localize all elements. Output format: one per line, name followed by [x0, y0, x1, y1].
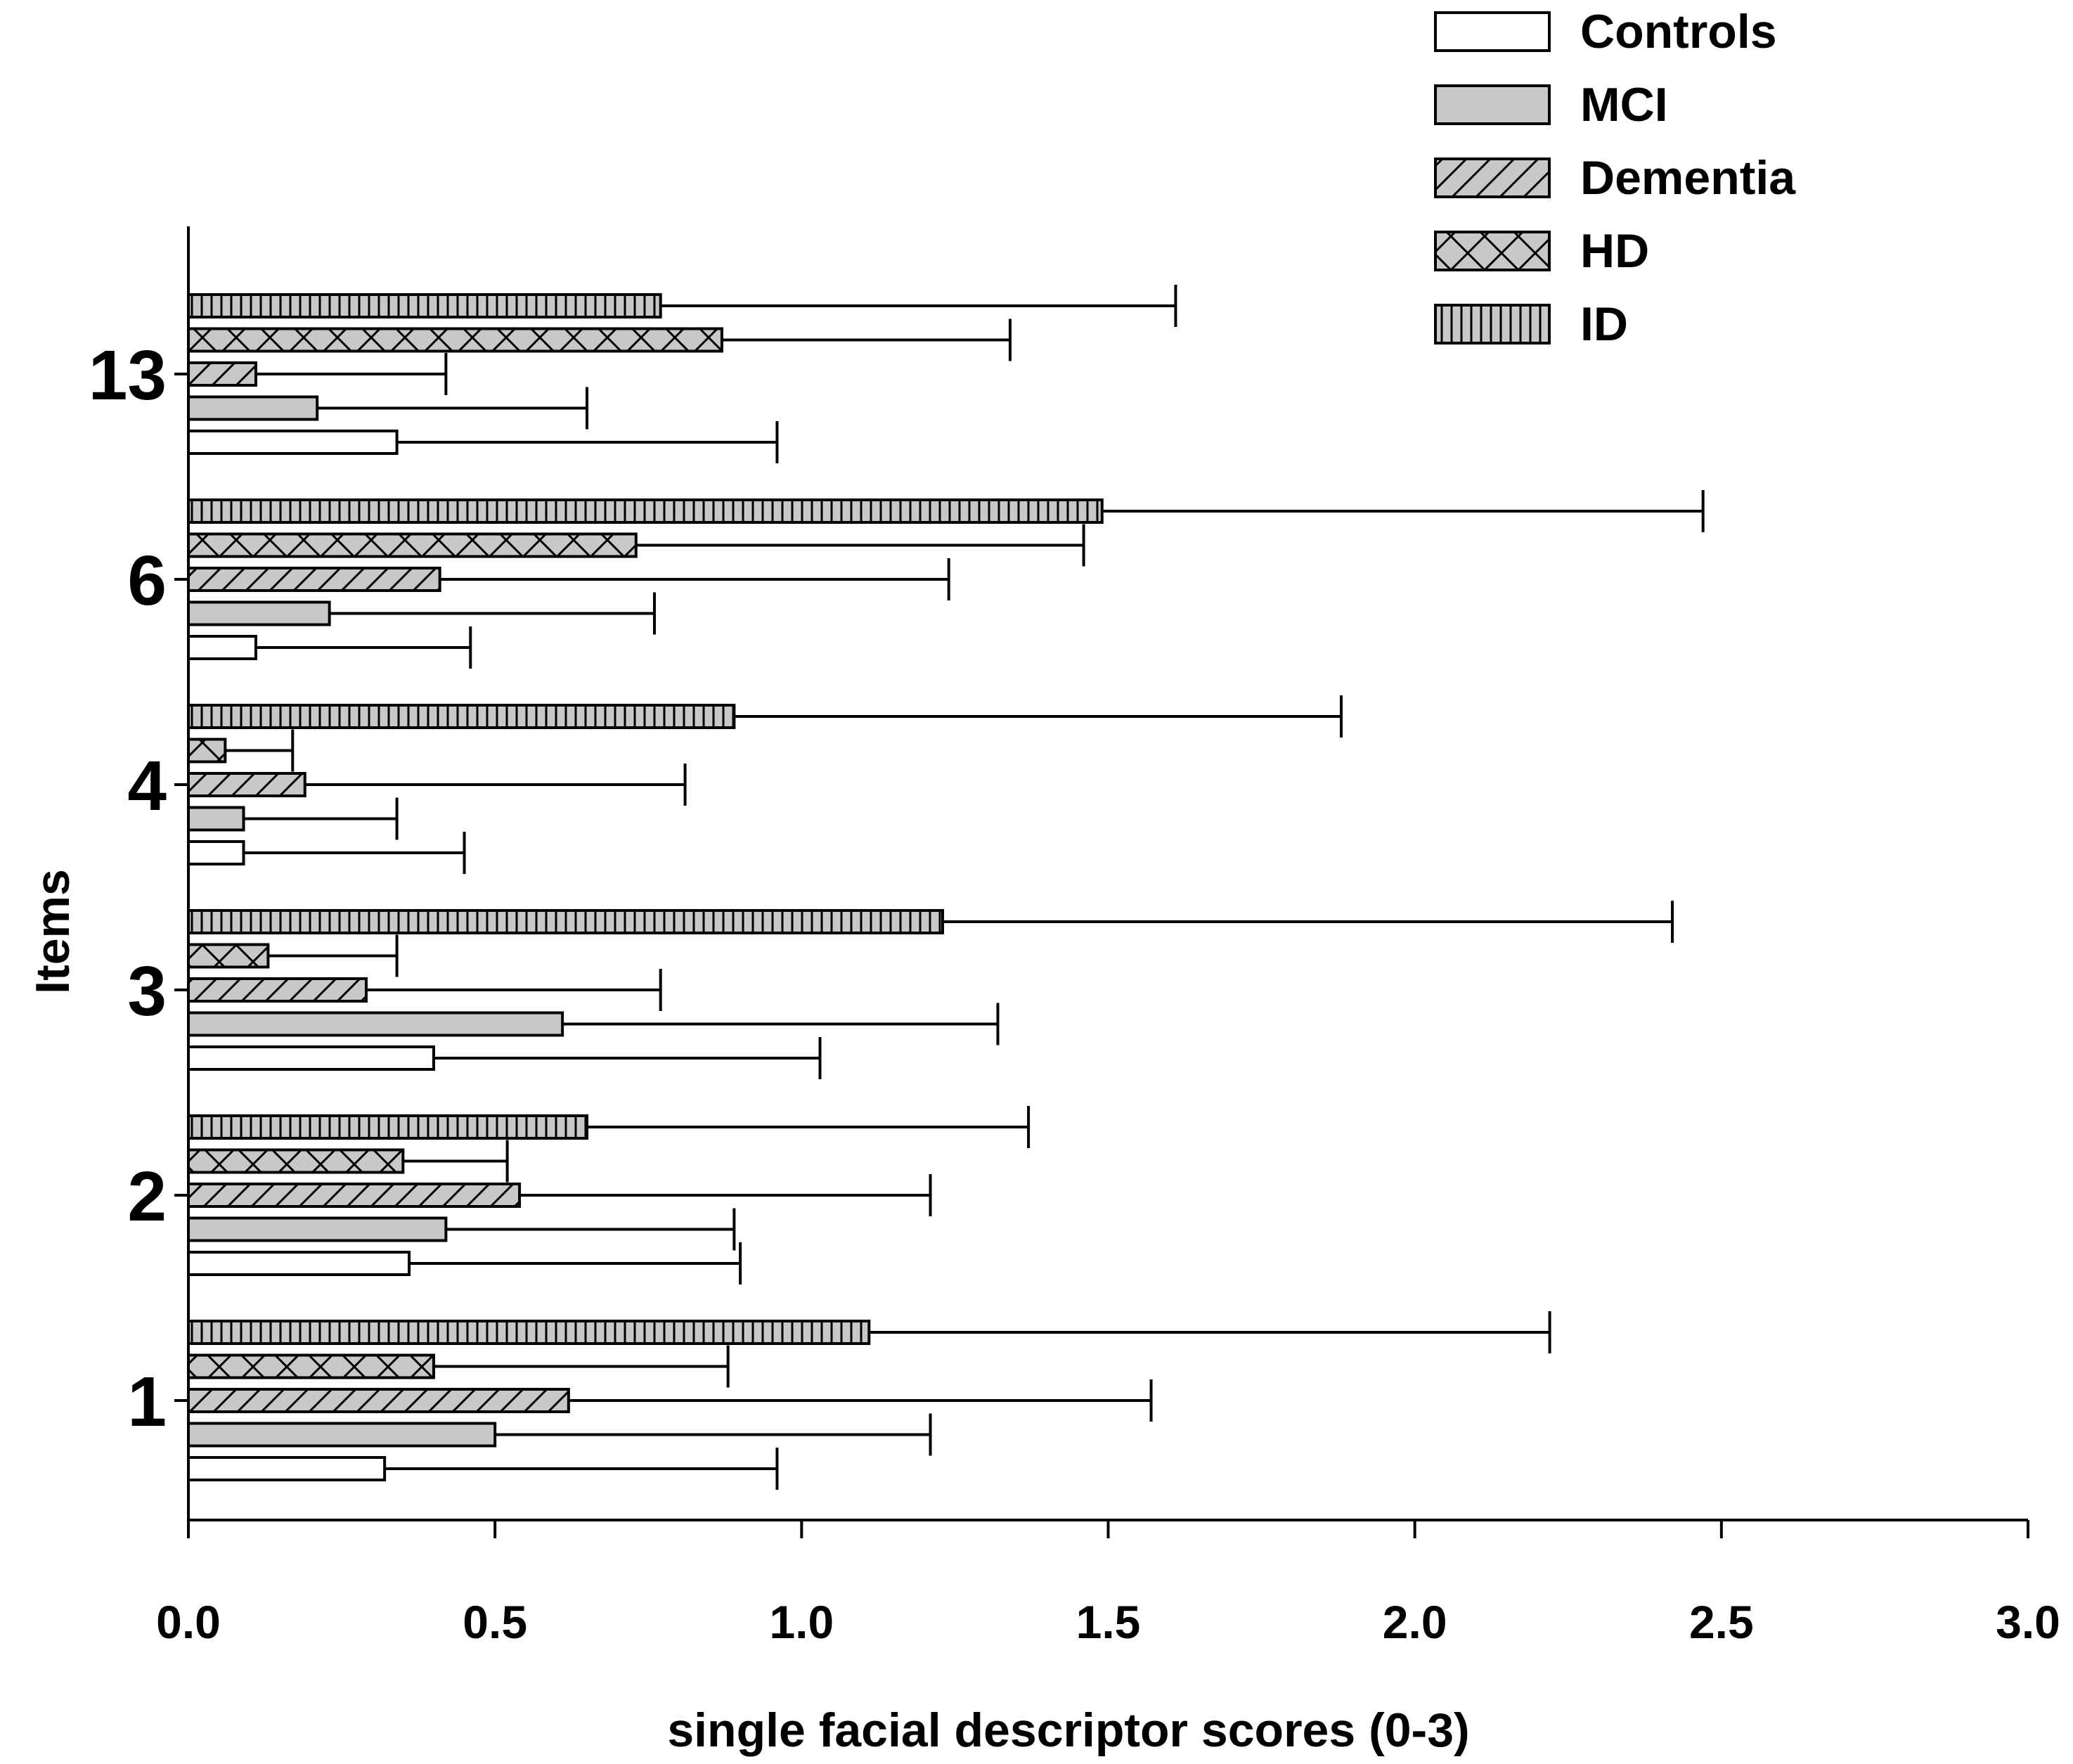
bar	[187, 1114, 589, 1140]
x-tick-label: 3.0	[1996, 1596, 2060, 1648]
bar	[187, 1148, 405, 1174]
bars-group	[187, 285, 1705, 1490]
bar	[187, 772, 306, 797]
item-group	[187, 695, 1343, 874]
y-tick-label: 4	[127, 747, 167, 825]
bar	[187, 567, 441, 592]
legend-swatch	[1434, 84, 1551, 125]
item-group	[187, 490, 1705, 669]
x-tick-label: 0.0	[156, 1596, 221, 1648]
item-group	[187, 1106, 1031, 1285]
legend-label: Controls	[1580, 5, 1777, 58]
bar	[187, 806, 245, 832]
y-tick-label: 3	[127, 952, 167, 1031]
legend-label: ID	[1580, 297, 1628, 351]
legend-swatch	[1434, 11, 1551, 52]
item-group	[187, 901, 1674, 1079]
x-tick-label: 1.0	[769, 1596, 834, 1648]
bar	[187, 943, 270, 969]
bar	[187, 704, 736, 729]
legend-label: Dementia	[1580, 151, 1796, 205]
bar	[187, 635, 257, 660]
bar	[187, 395, 319, 421]
bar	[187, 1183, 522, 1208]
bar	[187, 977, 368, 1003]
item-group	[187, 1311, 1551, 1490]
bar	[187, 600, 331, 626]
x-tick-label: 2.0	[1383, 1596, 1447, 1648]
x-axis-title: single facial descriptor scores (0-3)	[667, 1704, 1469, 1757]
bar	[187, 532, 638, 558]
bar	[187, 1353, 435, 1379]
x-axis-ticks: 0.0 0.5 1.0 1.5 2.0 2.5 3.0	[156, 1520, 2060, 1648]
item-group	[187, 285, 1177, 463]
bar	[187, 840, 245, 865]
bar	[187, 1388, 570, 1413]
x-tick-label: 0.5	[463, 1596, 527, 1648]
bar	[187, 1251, 411, 1276]
bar	[187, 738, 227, 764]
bar	[187, 1456, 387, 1481]
bar	[187, 430, 399, 455]
legend: Controls MCI Dementia HD ID	[1434, 5, 1796, 351]
bar	[187, 361, 257, 387]
y-axis-title: Items	[26, 869, 79, 994]
bar	[187, 1422, 497, 1448]
bar	[187, 909, 944, 934]
bar	[187, 327, 723, 353]
y-tick-label: 1	[127, 1363, 167, 1441]
legend-label: HD	[1580, 224, 1649, 278]
legend-label: MCI	[1580, 78, 1668, 131]
y-tick-label: 6	[127, 541, 167, 620]
y-tick-label: 2	[127, 1157, 167, 1236]
bar	[187, 293, 662, 318]
bar	[187, 1045, 435, 1071]
legend-swatch	[1434, 231, 1551, 271]
bar	[187, 1011, 564, 1037]
legend-swatch	[1434, 157, 1551, 198]
bar	[187, 1216, 448, 1242]
legend-swatch	[1434, 304, 1551, 345]
y-tick-label: 13	[89, 336, 167, 415]
bar	[187, 498, 1104, 524]
x-tick-label: 2.5	[1689, 1596, 1754, 1648]
plot-area: 0.0 0.5 1.0 1.5 2.0 2.5 3.0 1 2 3 4 6 13	[89, 226, 2060, 1648]
y-axis-ticks: 1 2 3 4 6 13	[89, 336, 188, 1441]
x-tick-label: 1.5	[1076, 1596, 1141, 1648]
bar	[187, 1320, 871, 1345]
